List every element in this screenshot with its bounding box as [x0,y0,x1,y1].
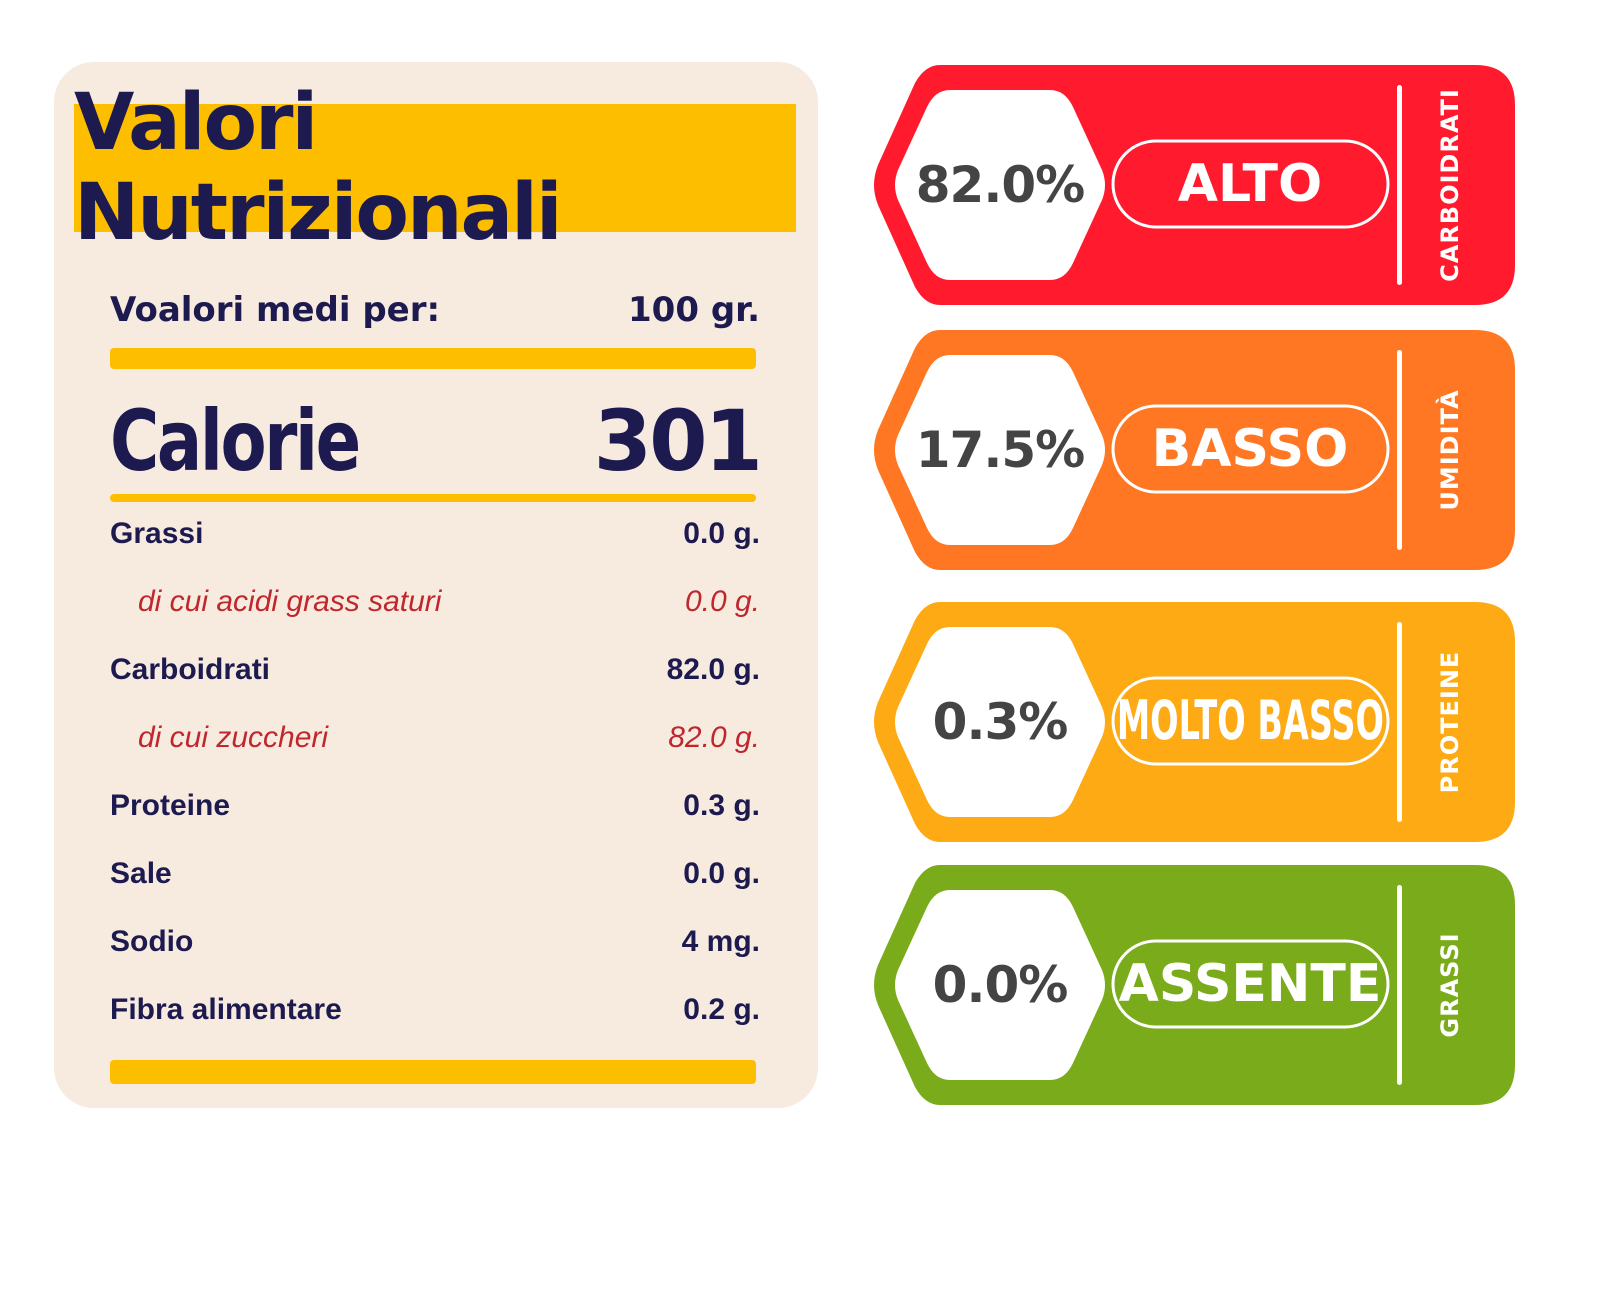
badge-category: GRASSI [1436,932,1464,1038]
serving-row: Voalori medi per: 100 gr. [110,290,760,330]
nutrient-value: 0.2 g. [683,993,760,1026]
nutrient-row: Fibra alimentare 0.2 g. [110,993,760,1027]
nutrient-name: Carboidrati [110,653,271,686]
level-badge-grassi: 0.0% ASSENTE GRASSI [870,865,1515,1105]
calories-label: Calorie [110,392,361,490]
badge-percent: 17.5% [915,421,1085,479]
nutrient-row: di cui zuccheri 82.0 g. [110,721,760,755]
calories-value: 301 [593,392,763,490]
nutrient-name: Sale [110,857,172,890]
badge-shape [874,65,1515,305]
nutrient-value: 0.0 g. [683,857,760,890]
divider-bar [110,348,756,369]
badge-percent: 0.0% [932,956,1069,1014]
badge-level-text: BASSO [1151,418,1349,479]
badge-shape [874,330,1515,570]
badge-category: PROTEINE [1436,650,1464,794]
level-badge-carboidrati: 82.0% ALTO CARBOIDRATI [870,65,1515,305]
badge-shape [874,865,1515,1105]
nutrient-row: Proteine 0.3 g. [110,789,760,823]
nutrient-row: Sale 0.0 g. [110,857,760,891]
nutrient-value: 4 mg. [681,925,760,958]
badge-category: CARBOIDRATI [1436,88,1464,282]
badge-percent: 0.3% [932,693,1069,751]
serving-value: 100 gr. [628,290,760,330]
nutrient-row: di cui acidi grass saturi 0.0 g. [110,585,760,619]
nutrient-name: Grassi [110,517,204,550]
nutrient-name: Sodio [110,925,194,958]
level-badge-proteine: 0.3% MOLTO BASSO PROTEINE [870,602,1515,842]
serving-label: Voalori medi per: [110,290,441,330]
label-title: Valori Nutrizionali [74,78,563,258]
badge-percent: 82.0% [915,156,1085,214]
nutrient-row: Sodio 4 mg. [110,925,760,959]
level-badge-umidità: 17.5% BASSO UMIDITÀ [870,330,1515,570]
divider-bar [110,1060,756,1084]
nutrient-value: 0.3 g. [683,789,760,822]
badge-level: MOLTO BASSO [1112,677,1388,764]
nutrient-value: 82.0 g. [666,653,760,686]
nutrient-value: 82.0 g. [668,721,760,754]
nutrient-name: di cui acidi grass saturi [138,585,442,618]
nutrition-label: Valori Nutrizionali Voalori medi per: 10… [54,62,818,1108]
nutrient-name: Fibra alimentare [110,993,342,1026]
badge-shape [874,602,1515,842]
badge-category: UMIDITÀ [1436,389,1464,511]
badge-level-text: MOLTO BASSO [1116,689,1384,752]
nutrient-name: di cui zuccheri [138,721,329,754]
badge-level-text: ASSENTE [1118,953,1382,1014]
nutrient-name: Proteine [110,789,231,822]
nutrient-value: 0.0 g. [684,585,760,618]
title-banner: Valori Nutrizionali [74,78,796,258]
nutrient-value: 0.0 g. [683,517,760,550]
badge-level-text: ALTO [1177,153,1323,214]
badge-level: ASSENTE [1112,940,1388,1027]
divider-bar [110,494,756,502]
badge-level: ALTO [1112,140,1388,227]
badge-level: BASSO [1112,405,1388,492]
nutrient-row: Grassi 0.0 g. [110,517,760,551]
calories-row: Calorie 301 [110,392,763,490]
nutrient-row: Carboidrati 82.0 g. [110,653,760,687]
